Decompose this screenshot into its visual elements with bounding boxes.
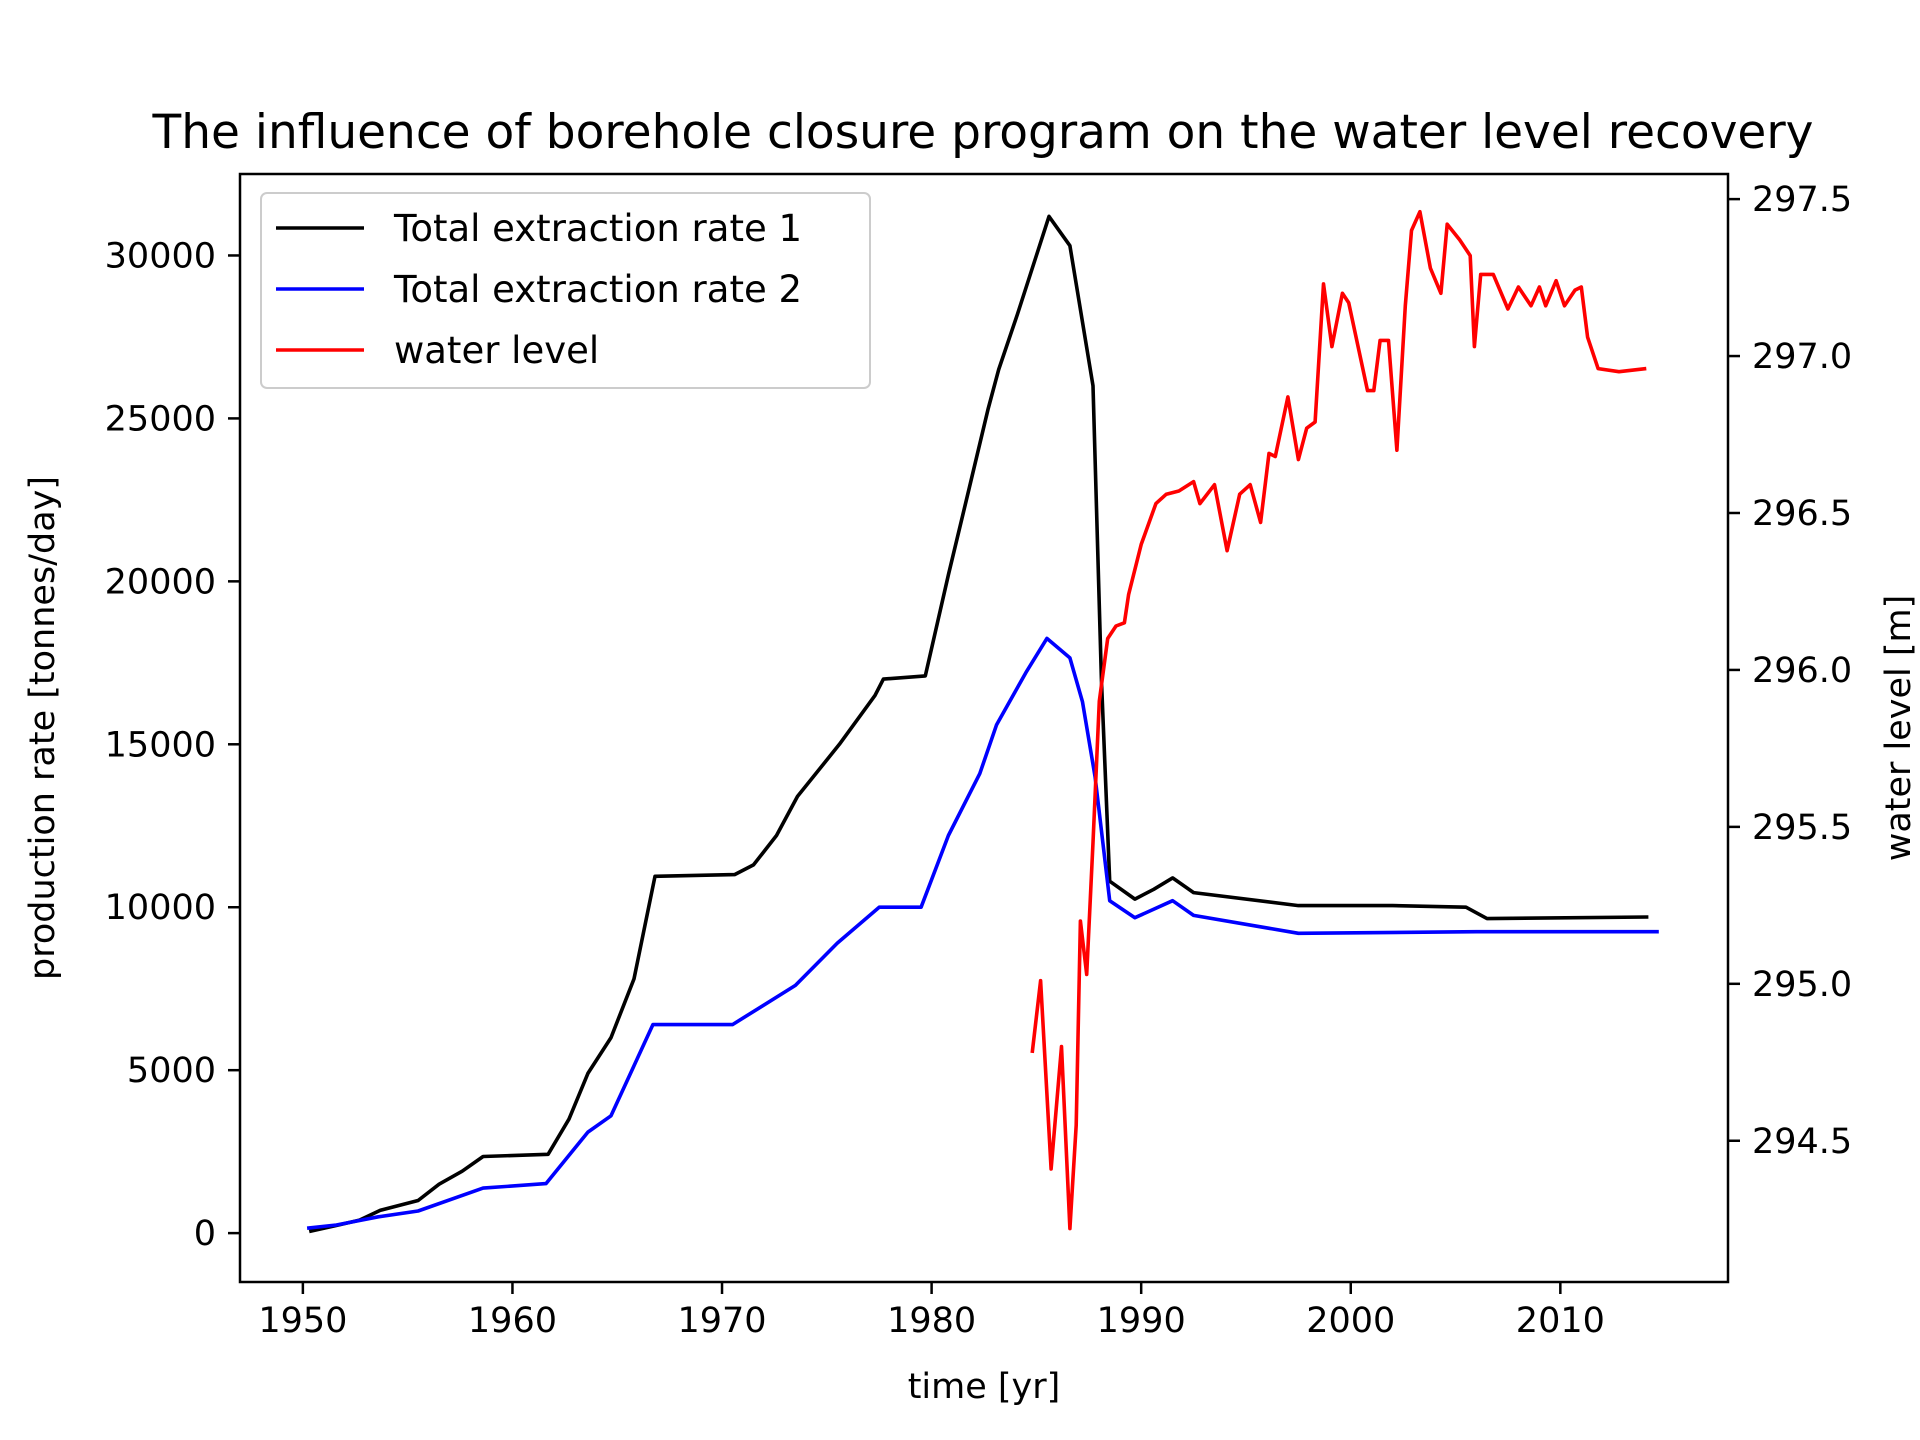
y-tick-label: 20000 bbox=[105, 562, 216, 602]
x-tick-label: 1990 bbox=[1097, 1301, 1186, 1341]
series-line-2 bbox=[306, 636, 1659, 1230]
legend: Total extraction rate 1 Total extraction … bbox=[260, 192, 871, 389]
x-tick-label: 1970 bbox=[677, 1301, 766, 1341]
y-axis-label: production rate [tonnes/day] bbox=[23, 476, 63, 980]
legend-label-2: Total extraction rate 2 bbox=[393, 268, 802, 311]
legend-label-3: water level bbox=[394, 329, 599, 372]
y-right-tick-label: 297.5 bbox=[1752, 180, 1852, 220]
y-right-tick-label: 295.5 bbox=[1752, 808, 1852, 848]
y-axis-right: 294.5 295.0 295.5 296.0 296.5 297.0 297.5 bbox=[1728, 180, 1852, 1162]
legend-label-1: Total extraction rate 1 bbox=[393, 207, 802, 250]
x-tick-label: 2010 bbox=[1516, 1301, 1605, 1341]
y-tick-label: 0 bbox=[194, 1214, 216, 1254]
y-tick-label: 25000 bbox=[105, 399, 216, 439]
y-right-tick-label: 296.5 bbox=[1752, 494, 1852, 534]
series-layer bbox=[306, 209, 1659, 1234]
chart-title: The influence of borehole closure progra… bbox=[152, 105, 1814, 160]
x-tick-label: 1980 bbox=[887, 1301, 976, 1341]
y-right-tick-label: 294.5 bbox=[1752, 1122, 1852, 1162]
y-tick-label: 30000 bbox=[105, 236, 216, 276]
x-axis: 1950 1960 1970 1980 1990 2000 2010 bbox=[258, 1282, 1605, 1341]
y-tick-label: 10000 bbox=[105, 888, 216, 928]
y-right-tick-label: 295.0 bbox=[1752, 965, 1852, 1005]
legend-box bbox=[260, 192, 871, 389]
x-axis-label: time [yr] bbox=[908, 1367, 1061, 1407]
plot-frame bbox=[238, 172, 1730, 1284]
y-tick-label: 5000 bbox=[127, 1051, 216, 1091]
series-line-1 bbox=[308, 214, 1649, 1234]
y-axis-left: 0 5000 10000 15000 20000 25000 30000 bbox=[105, 236, 240, 1254]
x-tick-label: 2000 bbox=[1306, 1301, 1395, 1341]
series-line-3 bbox=[1030, 209, 1647, 1231]
y-axis-right-label: water level [m] bbox=[1879, 595, 1919, 862]
x-tick-label: 1950 bbox=[258, 1301, 347, 1341]
y-right-tick-label: 297.0 bbox=[1752, 337, 1852, 377]
y-tick-label: 15000 bbox=[105, 725, 216, 765]
y-right-tick-label: 296.0 bbox=[1752, 651, 1852, 691]
x-tick-label: 1960 bbox=[468, 1301, 557, 1341]
